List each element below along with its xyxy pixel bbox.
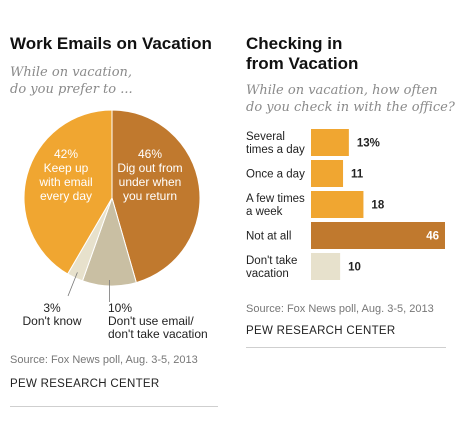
bar bbox=[311, 253, 341, 280]
bar-chart-title-line1: Checking in bbox=[246, 34, 343, 53]
value-label: 10 bbox=[348, 262, 361, 274]
pie-slice bbox=[111, 109, 201, 284]
left-panel: Work Emails on Vacation While on vacatio… bbox=[0, 0, 228, 410]
pie-slice bbox=[23, 109, 113, 275]
pie-chart-credit: PEW RESEARCH CENTER bbox=[10, 378, 160, 390]
bar-chart-subtitle-line1: While on vacation, how often bbox=[246, 83, 438, 98]
bar-chart-source: Source: Fox News poll, Aug. 3-5, 2013 bbox=[246, 303, 434, 315]
pie-slice-label: 10% Don't use email/don't take vacation bbox=[108, 301, 208, 340]
pie-slice-label: 42% Keep up with email every day bbox=[38, 147, 92, 203]
bar-chart-subtitle-line2: do you check in with the office? bbox=[246, 100, 455, 115]
pie-chart-subtitle-line1: While on vacation, bbox=[10, 65, 133, 80]
bar bbox=[311, 129, 349, 156]
pie-chart-source: Source: Fox News poll, Aug. 3-5, 2013 bbox=[10, 354, 198, 366]
bar bbox=[311, 160, 344, 187]
leader-line bbox=[67, 272, 78, 297]
bar-chart: Several times a day 13% Once a day 11 A few t… bbox=[246, 129, 445, 280]
value-label: 18 bbox=[371, 200, 384, 212]
bar bbox=[311, 191, 364, 218]
category-label: Several times a day bbox=[246, 131, 305, 156]
bar-chart-bottom-divider bbox=[246, 347, 446, 348]
category-label: A few times a week bbox=[246, 193, 305, 218]
value-label: 13% bbox=[357, 138, 380, 150]
right-panel: Checking in from Vacation While on vacat… bbox=[232, 0, 457, 410]
bar-chart-credit: PEW RESEARCH CENTER bbox=[246, 325, 396, 337]
value-label: 46 bbox=[426, 231, 439, 243]
pie-chart: 46% Dig out from under when you return 42% Ke… bbox=[23, 109, 208, 340]
bar-chart-title-line2: from Vacation bbox=[246, 54, 359, 73]
bottom-divider bbox=[10, 406, 218, 407]
pie-slice-label: 3% Don't know bbox=[23, 301, 82, 328]
pie-chart-subtitle-line2: do you prefer to ... bbox=[10, 82, 133, 97]
pie-slice-label: 46% Dig out from under when you return bbox=[117, 147, 182, 203]
category-label: Not at all bbox=[246, 231, 291, 243]
bar bbox=[311, 222, 445, 249]
value-label: 11 bbox=[351, 169, 364, 181]
category-label: Don't take vacation bbox=[246, 255, 297, 280]
category-label: Once a day bbox=[246, 169, 305, 181]
pie-chart-title: Work Emails on Vacation bbox=[10, 34, 212, 53]
